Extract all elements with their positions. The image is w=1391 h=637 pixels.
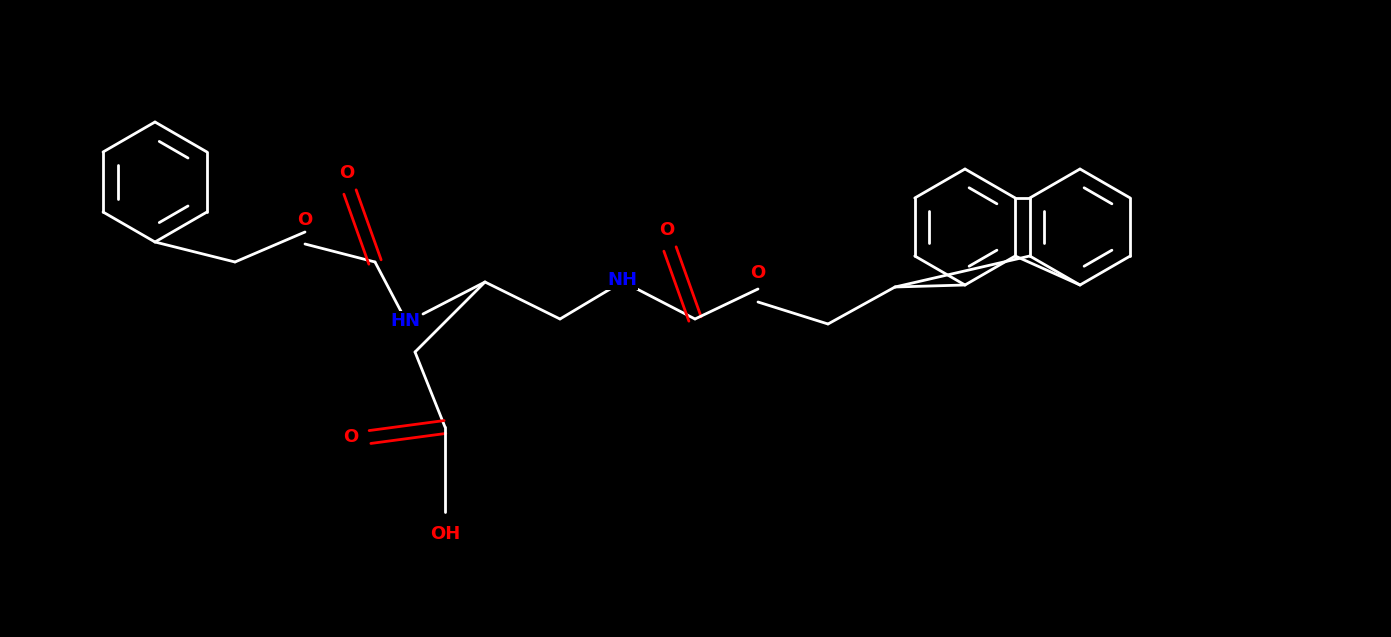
Text: O: O xyxy=(344,428,359,446)
Text: O: O xyxy=(339,164,355,182)
Text: NH: NH xyxy=(606,271,637,289)
Text: O: O xyxy=(298,211,313,229)
Text: HN: HN xyxy=(389,312,420,330)
Text: OH: OH xyxy=(430,525,460,543)
Text: O: O xyxy=(659,221,675,239)
Text: O: O xyxy=(750,264,765,282)
